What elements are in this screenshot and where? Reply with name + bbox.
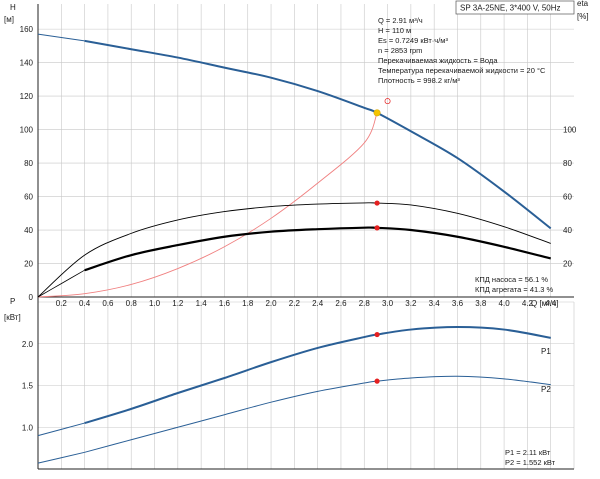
power-tick-label: 2.0	[22, 340, 34, 349]
x-tick-label: 3.6	[452, 299, 464, 308]
x-tick-label: 1.8	[242, 299, 254, 308]
operating-point	[373, 109, 381, 117]
y-tick-label: 20	[24, 260, 33, 269]
power-curve-p2	[84, 375, 551, 453]
pump-efficiency-curve	[37, 202, 551, 298]
x-tick-label: 2.8	[359, 299, 371, 308]
power-curve-p2-extension	[37, 451, 85, 464]
x-tick-label: 2.2	[289, 299, 301, 308]
unit-efficiency-point	[374, 225, 380, 231]
info-line-energy: Es = 0.7249 кВт·ч/м³	[378, 36, 448, 45]
power-tick-label: 1.5	[22, 382, 34, 391]
info-line-liquid: Перекачиваемая жидкость = Вода	[378, 56, 498, 65]
y-tick-label: 0	[29, 293, 34, 302]
header-title: SP 3A-25NE, 3*400 V, 50Hz	[460, 4, 561, 13]
power-axis-label: P	[10, 297, 15, 306]
p1-readout: P1 = 2.11 кВт	[505, 448, 551, 457]
tick-labels: 0.2 0.4 0.6 0.8 1.0 1.2 1.4 1.6 1.8 2.0 2.2 2.4 2.6 2…	[20, 25, 577, 432]
x-tick-label: 3.2	[405, 299, 417, 308]
x-tick-label: 1.6	[219, 299, 231, 308]
unit-efficiency-curve	[84, 226, 551, 272]
curves	[37, 33, 552, 464]
eta-axis-label: eta	[577, 0, 589, 8]
head-chart-grid	[38, 4, 574, 297]
x-tick-label: 2.0	[265, 299, 277, 308]
y-tick-label: 160	[20, 25, 34, 34]
x-tick-label: 2.6	[335, 299, 347, 308]
power-axis-unit: [кВт]	[4, 313, 21, 322]
power-curve-p1	[84, 326, 551, 425]
x-tick-label: 3.4	[429, 299, 441, 308]
x-tick-label: 0.4	[79, 299, 91, 308]
flow-axis-label: Q [м³/ч]	[531, 299, 558, 308]
p1-curve-label: P1	[541, 347, 551, 356]
head-axis-unit: [м]	[4, 15, 14, 24]
x-tick-label: 4.0	[499, 299, 511, 308]
y-tick-label: 80	[24, 159, 33, 168]
pump-efficiency-point	[374, 200, 380, 206]
x-tick-label: 0.8	[126, 299, 138, 308]
p2-point	[374, 378, 380, 384]
pump-head-curve	[84, 39, 552, 230]
x-tick-label: 4.4	[545, 299, 557, 308]
y-tick-label: 100	[20, 126, 34, 135]
x-tick-label: 1.4	[196, 299, 208, 308]
pump-head-extension	[37, 33, 85, 42]
info-line-density: Плотность = 998.2 кг/м³	[378, 76, 460, 85]
power-curve-p1-extension	[37, 422, 85, 437]
unit-efficiency-readout: КПД агрегата = 41.3 %	[475, 285, 553, 294]
system-curve-curve	[37, 112, 378, 298]
operating-point-outline	[384, 98, 391, 105]
x-tick-label: 0.6	[102, 299, 114, 308]
y-tick-label: 60	[24, 193, 33, 202]
info-line-head: H = 110 м	[378, 26, 411, 35]
p2-curve-label: P2	[541, 385, 551, 394]
info-line-flow: Q = 2.91 м³/ч	[378, 16, 423, 25]
info-line-speed: n = 2853 rpm	[378, 46, 422, 55]
eta-tick-label: 80	[563, 159, 572, 168]
eta-tick-label: 60	[563, 193, 572, 202]
x-tick-label: 3.8	[475, 299, 487, 308]
y-tick-label: 140	[20, 59, 34, 68]
x-tick-label: 1.2	[172, 299, 184, 308]
eta-tick-label: 100	[563, 126, 577, 135]
p1-point	[374, 331, 380, 338]
pump-efficiency-readout: КПД насоса = 56.1 %	[475, 275, 548, 284]
unit-efficiency-extension	[37, 269, 85, 298]
x-tick-label: 3.0	[382, 299, 394, 308]
eta-tick-label: 20	[563, 260, 572, 269]
head-axis-label: H	[10, 3, 16, 12]
header-box	[455, 0, 575, 15]
x-tick-label: 0.2	[56, 299, 68, 308]
x-tick-label: 1.0	[149, 299, 161, 308]
duty-points	[373, 98, 391, 384]
x-tick-label: 2.4	[312, 299, 324, 308]
y-tick-label: 40	[24, 226, 33, 235]
info-line-temperature: Температура перекачиваемой жидкости = 20…	[378, 66, 546, 75]
x-tick-label: 4.2	[522, 299, 534, 308]
power-tick-label: 1.0	[22, 423, 34, 432]
y-tick-label: 120	[20, 92, 34, 101]
eta-axis-unit: [%]	[577, 12, 589, 21]
eta-tick-label: 40	[563, 226, 572, 235]
info-block: Q = 2.91 м³/ч H = 110 м Es = 0.7249 кВт·…	[378, 16, 546, 85]
p2-readout: P2 = 1.552 кВт	[505, 458, 556, 467]
